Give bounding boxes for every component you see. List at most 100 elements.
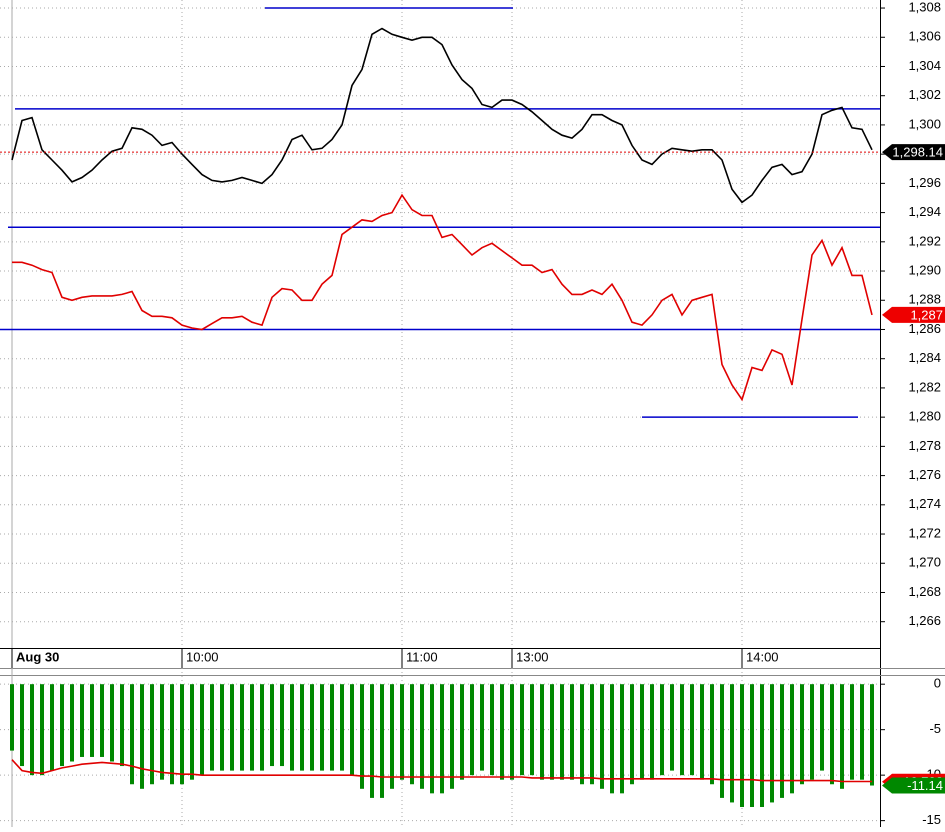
bar [740, 684, 744, 807]
bar [850, 684, 854, 780]
bar [360, 684, 364, 789]
bar [190, 684, 194, 780]
bar [180, 684, 184, 785]
bar [410, 684, 414, 785]
bar [280, 684, 284, 767]
bar [720, 684, 724, 798]
bar [710, 684, 714, 785]
y-tick-label: 1,268 [908, 584, 941, 599]
bar [420, 684, 424, 789]
bar [310, 684, 314, 771]
bar [170, 684, 174, 785]
y-tick-label: 1,274 [908, 496, 941, 511]
series-line [11, 759, 872, 783]
y-tick-label: 1,280 [908, 409, 941, 424]
bar [400, 684, 404, 780]
bar [590, 684, 594, 785]
bar [320, 684, 324, 771]
bar [520, 684, 524, 776]
series-line [12, 193, 873, 402]
bar [540, 684, 544, 780]
y-tick-label: -5 [929, 721, 941, 736]
bar [680, 684, 684, 776]
bar [40, 684, 44, 776]
bar [610, 684, 614, 794]
bar [300, 684, 304, 771]
x-tick-label: Aug 30 [16, 649, 59, 664]
bar [560, 684, 564, 780]
bar [350, 684, 354, 776]
value-tag-label: 1,287 [910, 307, 943, 322]
bar [120, 684, 124, 767]
value-tag [882, 144, 945, 161]
y-tick-label: 1,294 [908, 204, 941, 219]
bar [100, 684, 104, 757]
value-tag [882, 306, 945, 323]
series-line [11, 27, 873, 204]
value-tag-label: 1,298.14 [892, 145, 943, 160]
bar [840, 684, 844, 789]
bar [550, 684, 554, 780]
y-tick-label: 1,296 [908, 175, 941, 190]
bar [250, 684, 254, 771]
bar [490, 684, 494, 776]
bar [150, 684, 154, 785]
bar [220, 684, 224, 771]
y-tick-label: 0 [934, 676, 941, 691]
bar [430, 684, 434, 794]
y-tick-label: 1,270 [908, 555, 941, 570]
y-tick-label: 1,278 [908, 438, 941, 453]
x-tick-label: 13:00 [516, 649, 549, 664]
value-tag [882, 777, 945, 794]
bar [460, 684, 464, 780]
bar [730, 684, 734, 803]
y-tick-label: 1,292 [908, 233, 941, 248]
bar [650, 684, 654, 780]
y-tick-label: 1,300 [908, 116, 941, 131]
bar [160, 684, 164, 780]
bar [860, 684, 864, 780]
bar [800, 684, 804, 785]
bar [470, 684, 474, 776]
y-tick-label: 1,272 [908, 525, 941, 540]
bar [500, 684, 504, 780]
bar [390, 684, 394, 789]
bar [510, 684, 514, 780]
bar [60, 684, 64, 767]
bar [10, 684, 14, 751]
bar [640, 684, 644, 780]
bar [660, 684, 664, 776]
bar [530, 684, 534, 776]
bar [820, 684, 824, 771]
bar [580, 684, 584, 785]
bar [830, 684, 834, 785]
bar [480, 684, 484, 771]
value-tag-label: -11.14 [907, 778, 943, 793]
bar [230, 684, 234, 771]
bar [750, 684, 754, 807]
x-tick-label: 11:00 [406, 649, 438, 664]
bar [270, 684, 274, 767]
x-tick-label: 14:00 [746, 649, 779, 664]
y-tick-label: 1,302 [908, 87, 941, 102]
bar [340, 684, 344, 771]
bar [260, 684, 264, 771]
bar [90, 684, 94, 757]
y-tick-label: 1,306 [908, 29, 941, 44]
bar [440, 684, 444, 794]
bar [770, 684, 774, 803]
bar [570, 684, 574, 780]
bar [600, 684, 604, 789]
bar [760, 684, 764, 807]
bar [870, 684, 874, 786]
y-tick-label: 1,304 [908, 58, 941, 73]
bar [790, 684, 794, 794]
y-tick-label: 1,266 [908, 613, 941, 628]
bar [140, 684, 144, 789]
bar [370, 684, 374, 798]
bar [70, 684, 74, 762]
x-tick-label: 10:00 [186, 649, 219, 664]
bar [630, 684, 634, 785]
bar [290, 684, 294, 771]
